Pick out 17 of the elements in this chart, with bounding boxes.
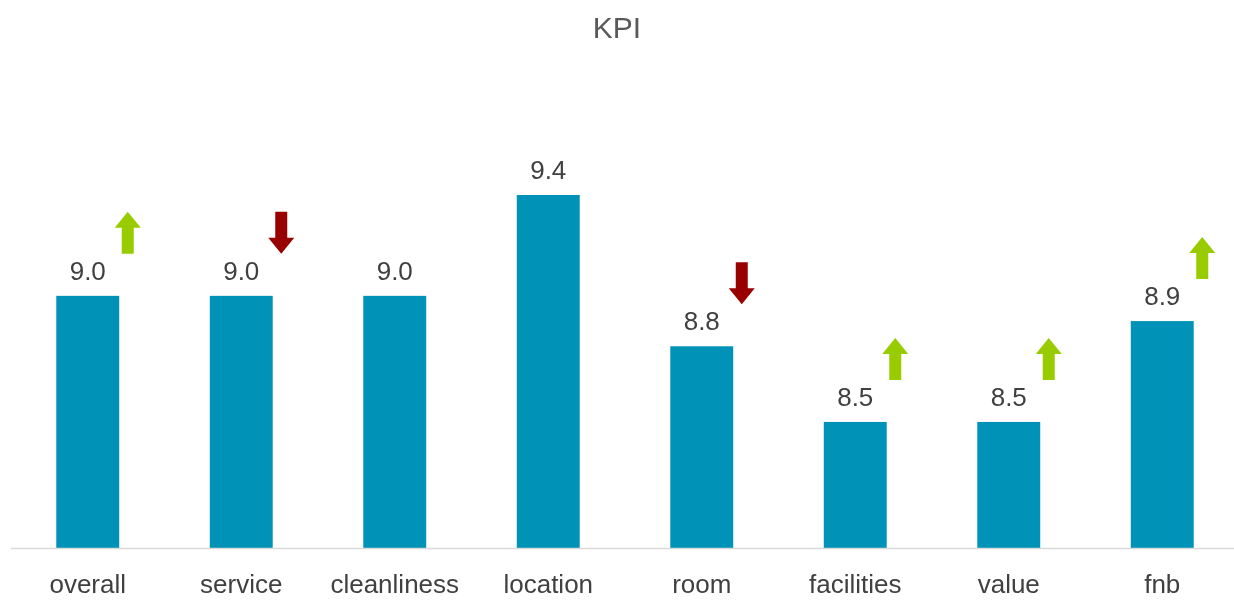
- data-label: 8.9: [1144, 281, 1181, 312]
- x-tick-label: cleanliness: [330, 569, 460, 599]
- data-label: 8.8: [683, 306, 720, 337]
- data-label: 9.0: [69, 255, 106, 286]
- data-label: 8.5: [837, 381, 874, 412]
- data-label: 8.5: [990, 381, 1027, 412]
- x-tick-label: fnb: [1144, 569, 1181, 599]
- x-tick-label: facilities: [809, 569, 902, 599]
- x-tick-label: service: [200, 569, 283, 599]
- data-label: 9.0: [376, 255, 413, 286]
- data-label: 9.4: [530, 155, 567, 185]
- data-label: 9.0: [223, 255, 260, 286]
- x-tick-label: room: [672, 569, 732, 599]
- x-tick-label: value: [977, 569, 1040, 599]
- chart-title: KPI: [592, 11, 642, 44]
- x-tick-label: location: [503, 569, 594, 599]
- x-tick-label: overall: [49, 569, 127, 599]
